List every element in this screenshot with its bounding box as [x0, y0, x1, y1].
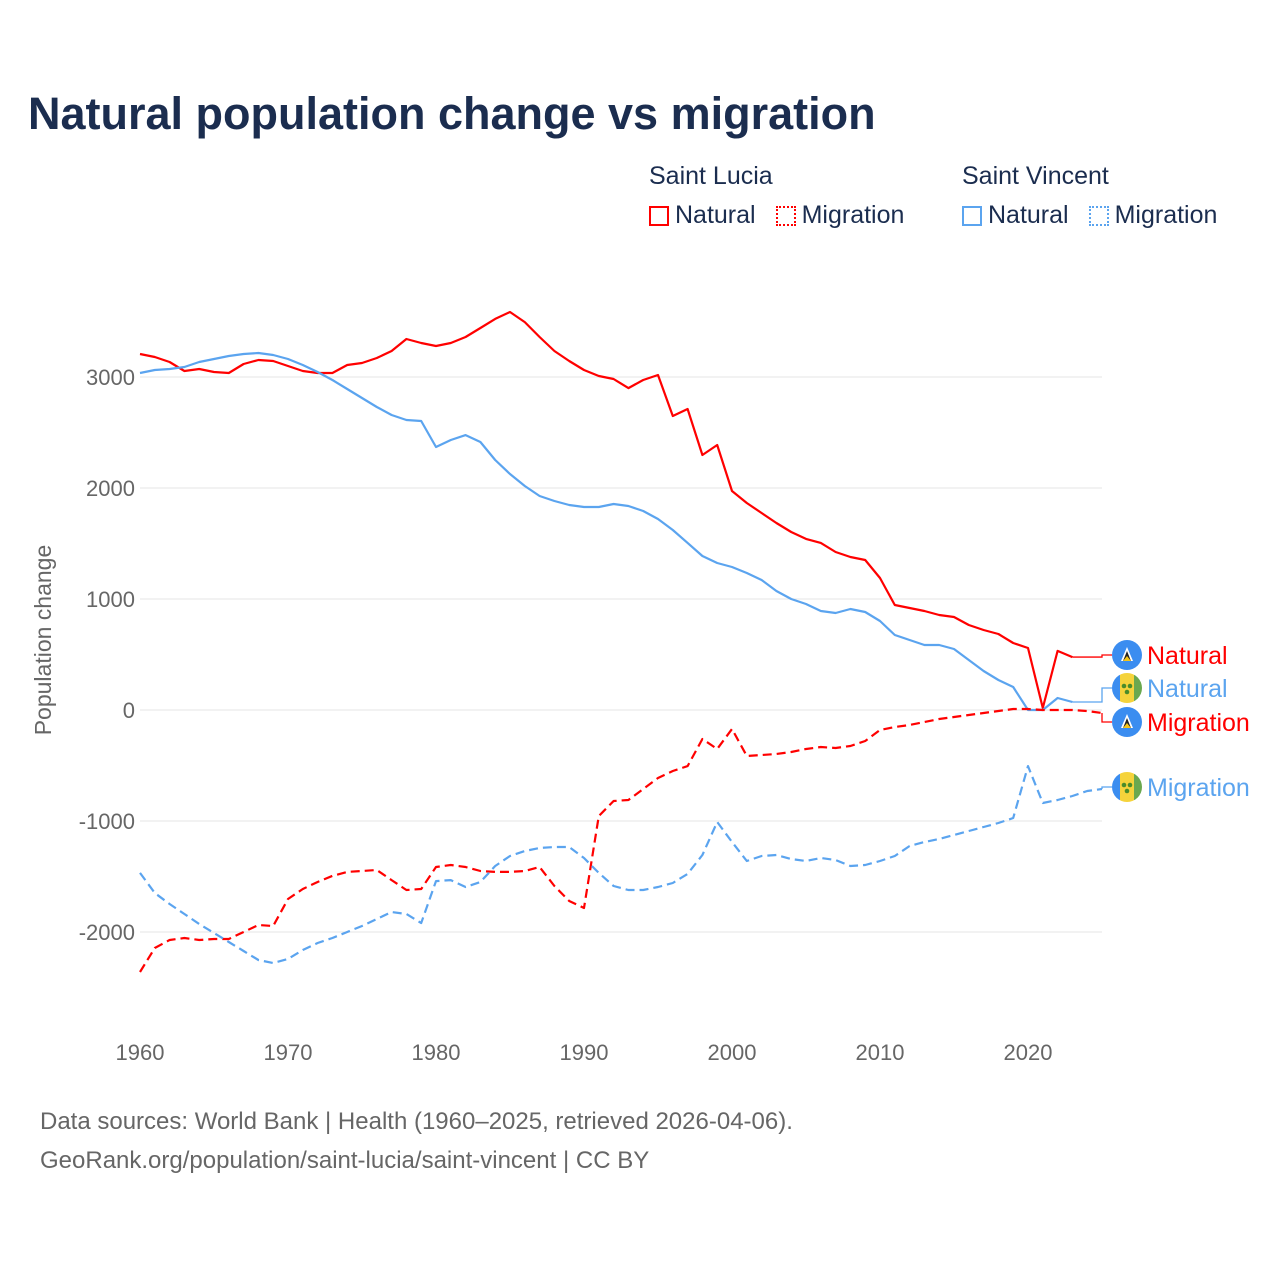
y-tick-label: -2000 [79, 920, 135, 945]
x-tick-label: 1970 [264, 1040, 313, 1065]
x-tick-label: 1960 [116, 1040, 165, 1065]
label-connector [1072, 654, 1112, 658]
series-line-saint-lucia-natural [139, 310, 1073, 710]
label-connector [1101, 712, 1112, 723]
y-tick-label: 2000 [86, 476, 135, 501]
x-tick-label: 2010 [856, 1040, 905, 1065]
dotted-swatch-icon [1088, 205, 1109, 226]
flag-band [1112, 772, 1120, 802]
flag-triangle [1123, 723, 1131, 728]
solid-swatch-icon [649, 205, 669, 226]
flag-triangle [1123, 656, 1131, 661]
x-tick-label: 1980 [412, 1040, 461, 1065]
flag-band [1120, 772, 1134, 802]
series-end-label: Migration [1147, 774, 1250, 802]
chart-title: Natural population change vs migration [28, 88, 876, 139]
flag-body [1112, 673, 1142, 703]
legend-label: Natural [675, 201, 756, 229]
flag-body [1112, 772, 1142, 802]
flag-diamond [1127, 782, 1133, 788]
dotted-swatch-icon [775, 205, 796, 226]
x-tick-label: 2020 [1004, 1040, 1053, 1065]
label-connector [1072, 687, 1112, 703]
legend-label: Natural [988, 201, 1069, 229]
solid-swatch-icon [962, 205, 982, 226]
flag-diamond [1124, 689, 1130, 695]
flag-diamond [1121, 683, 1127, 689]
legend-item-saint-vincent-migration[interactable]: Migration [1088, 201, 1218, 230]
series-line-saint-vincent-natural [139, 351, 1073, 712]
y-tick-label: 3000 [86, 365, 135, 390]
y-tick-label: 0 [123, 698, 135, 723]
flag-band [1120, 673, 1134, 703]
label-connector [1101, 786, 1112, 790]
flag-band [1134, 772, 1142, 802]
legend-item-saint-lucia-natural[interactable]: Natural [649, 201, 756, 230]
legend-group-saint-vincent: Saint Vincent Natural Migration [962, 162, 1217, 230]
legend-group-saint-lucia: Saint Lucia Natural Migration [649, 162, 904, 230]
y-tick-label: -1000 [79, 809, 135, 834]
saint-vincent-flag-icon [1112, 772, 1142, 802]
legend-item-saint-vincent-natural[interactable]: Natural [962, 201, 1069, 230]
flag-diamond [1127, 683, 1133, 689]
legend-label: Migration [1114, 201, 1218, 229]
legend-label: Migration [801, 201, 905, 229]
saint-vincent-flag-icon [1112, 673, 1142, 703]
flag-band [1134, 673, 1142, 703]
flag-diamond [1121, 782, 1127, 788]
series-line-saint-lucia-migration [139, 707, 1103, 973]
footer-link[interactable]: GeoRank.org/population/saint-lucia/saint… [40, 1147, 650, 1174]
series-end-label: Migration [1147, 709, 1250, 737]
series-line-saint-vincent-migration [139, 765, 1103, 965]
footer-sources: Data sources: World Bank | Health (1960–… [40, 1108, 793, 1135]
legend-group-title: Saint Vincent [962, 162, 1109, 190]
flag-diamond [1124, 788, 1130, 794]
series-end-label: Natural [1147, 642, 1228, 670]
y-axis-label: Population change [30, 545, 56, 736]
x-tick-label: 2000 [708, 1040, 757, 1065]
legend-item-saint-lucia-migration[interactable]: Migration [775, 201, 905, 230]
series-end-label: Natural [1147, 675, 1228, 703]
y-tick-label: 1000 [86, 587, 135, 612]
legend-group-title: Saint Lucia [649, 162, 773, 190]
saint-lucia-flag-icon [1112, 707, 1142, 737]
saint-lucia-flag-icon [1112, 640, 1142, 670]
x-tick-label: 1990 [560, 1040, 609, 1065]
flag-band [1112, 673, 1120, 703]
